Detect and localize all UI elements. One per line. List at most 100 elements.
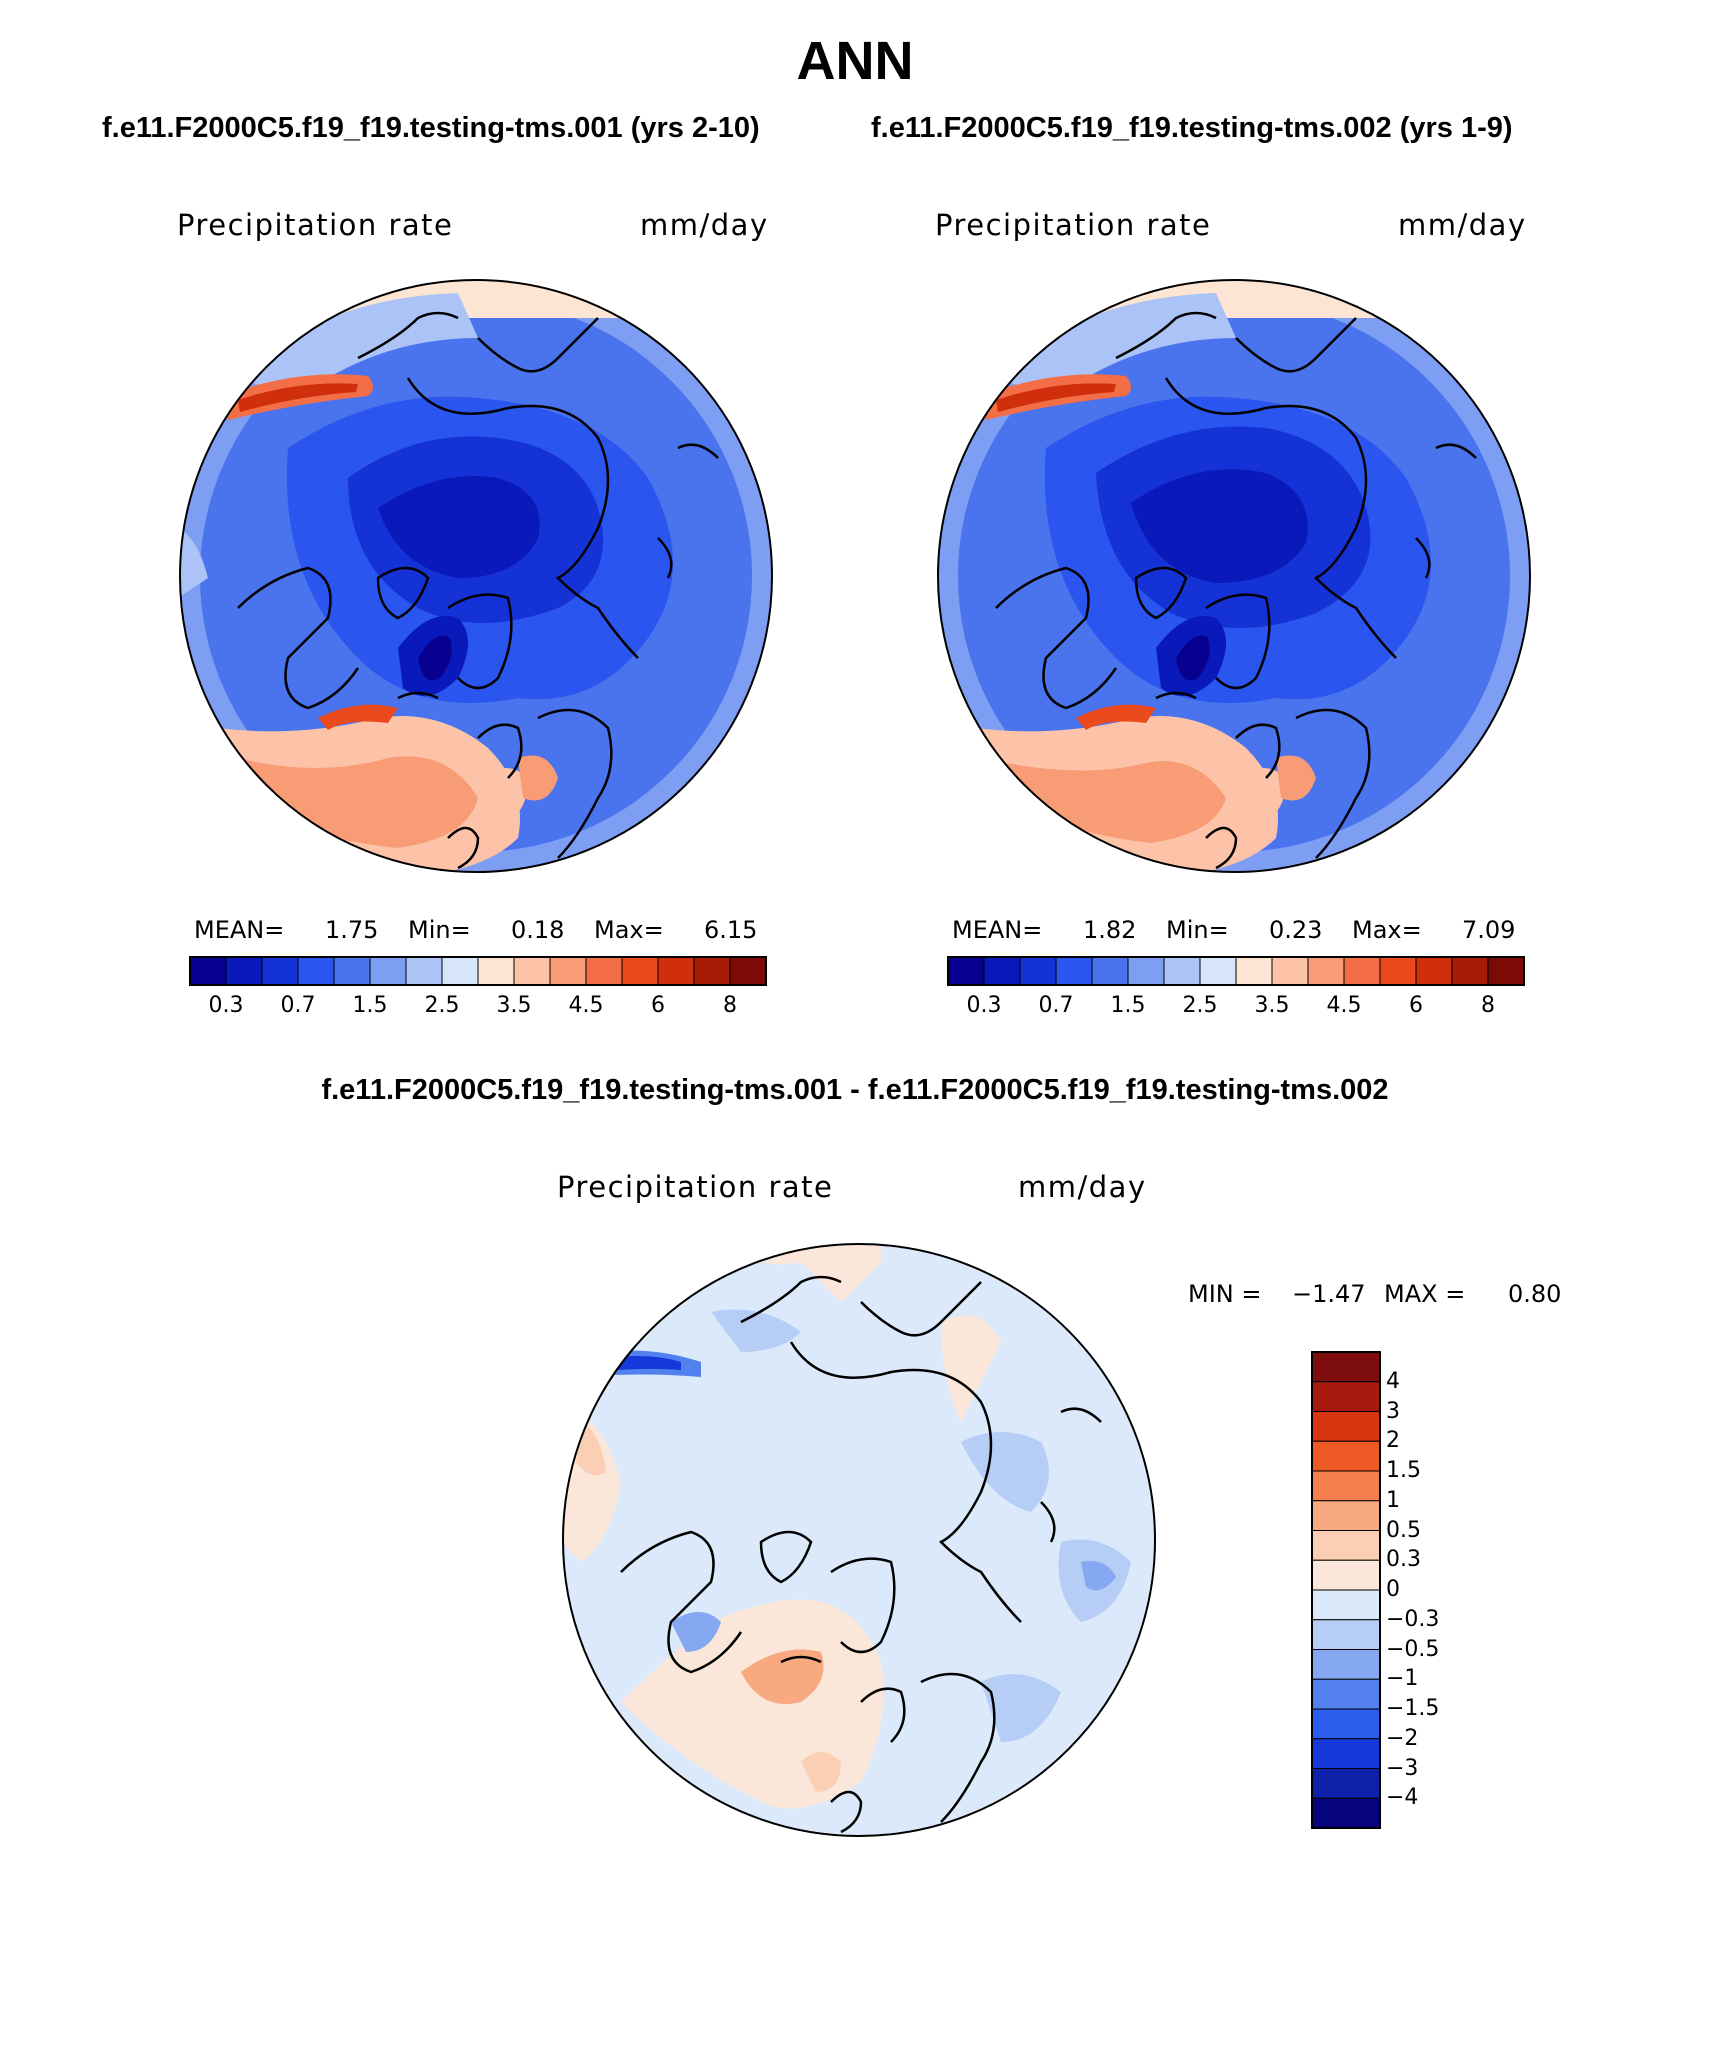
diff-min-label: MIN =	[1188, 1280, 1262, 1308]
colorbar-swatch	[1311, 1678, 1381, 1710]
colorbar-swatch	[1235, 956, 1273, 986]
colorbar-swatch	[1311, 1768, 1381, 1799]
colorbar-tick-label: 1.5	[1110, 993, 1146, 1018]
colorbar-tick-label: 6	[651, 993, 665, 1018]
panel2-min-label: Min=	[1166, 916, 1229, 944]
colorbar-swatch	[369, 956, 407, 986]
case2-title: f.e11.F2000C5.f19_f19.testing-tms.002 (y…	[871, 112, 1513, 144]
colorbar-swatch	[189, 956, 227, 986]
diff-units: mm/day	[1018, 1170, 1147, 1204]
diff-title: f.e11.F2000C5.f19_f19.testing-tms.001 - …	[321, 1074, 1389, 1106]
panel2-polar-map	[937, 279, 1531, 873]
colorbar-swatch	[1311, 1411, 1381, 1442]
panel1-colorbar	[189, 956, 767, 986]
diff-colorbar	[1311, 1351, 1381, 1829]
colorbar-tick-label: −0.3	[1386, 1606, 1440, 1632]
colorbar-tick-label: 0.3	[1386, 1547, 1421, 1573]
colorbar-swatch	[1487, 956, 1525, 986]
colorbar-swatch	[621, 956, 659, 986]
colorbar-tick-label: −1.5	[1386, 1696, 1440, 1721]
colorbar-swatch	[477, 956, 515, 986]
colorbar-tick-label: 0.7	[280, 993, 316, 1018]
colorbar-tick-label: 0	[1386, 1577, 1400, 1602]
colorbar-swatch	[1019, 956, 1057, 986]
colorbar-swatch	[1311, 1738, 1381, 1769]
panel1-units: mm/day	[640, 208, 769, 242]
colorbar-swatch	[1271, 956, 1309, 986]
colorbar-swatch	[225, 956, 263, 986]
panel2-max-value: 7.09	[1462, 916, 1516, 944]
colorbar-tick-label: 4.5	[1326, 993, 1362, 1018]
diff-polar-map	[562, 1243, 1156, 1837]
colorbar-swatch	[1451, 956, 1489, 986]
colorbar-tick-label: −4	[1386, 1785, 1419, 1811]
panel2-max-label: Max=	[1352, 916, 1422, 944]
colorbar-tick-label: 4	[1386, 1368, 1400, 1394]
panel2-mean-value: 1.82	[1083, 916, 1137, 944]
diff-max-label: MAX =	[1384, 1280, 1466, 1308]
colorbar-outline	[947, 956, 1525, 986]
colorbar-swatch	[333, 956, 371, 986]
colorbar-swatch	[1307, 956, 1345, 986]
case1-title: f.e11.F2000C5.f19_f19.testing-tms.001 (y…	[102, 112, 760, 144]
colorbar-swatch	[1311, 1500, 1381, 1531]
colorbar-swatch	[1127, 956, 1165, 986]
colorbar-outline	[1311, 1351, 1381, 1829]
colorbar-swatch	[549, 956, 587, 986]
diff-max-value: 0.80	[1508, 1280, 1562, 1308]
colorbar-tick-label: 3.5	[1254, 993, 1290, 1018]
colorbar-swatch	[513, 956, 551, 986]
colorbar-tick-label: 1.5	[1386, 1458, 1421, 1483]
colorbar-tick-label: −0.5	[1386, 1636, 1440, 1662]
colorbar-tick-label: −2	[1386, 1725, 1419, 1751]
colorbar-swatch	[405, 956, 443, 986]
colorbar-tick-label: 0.5	[1386, 1517, 1421, 1543]
colorbar-tick-label: 1	[1386, 1487, 1400, 1513]
colorbar-swatch	[1311, 1530, 1381, 1561]
colorbar-tick-label: −3	[1386, 1755, 1419, 1781]
panel2-mean-label: MEAN=	[952, 916, 1043, 944]
colorbar-swatch	[1311, 1649, 1381, 1680]
colorbar-tick-label: 0.3	[966, 993, 1002, 1018]
page-title: ANN	[796, 31, 914, 91]
colorbar-outline	[189, 956, 767, 986]
colorbar-swatch	[441, 956, 479, 986]
panel1-min-label: Min=	[408, 916, 471, 944]
colorbar-swatch	[1311, 1470, 1381, 1502]
colorbar-tick-label: 2.5	[1182, 993, 1218, 1018]
colorbar-tick-label: 6	[1409, 993, 1423, 1018]
panel2-units: mm/day	[1398, 208, 1527, 242]
colorbar-swatch	[297, 956, 335, 986]
colorbar-swatch	[1199, 956, 1237, 986]
colorbar-swatch	[1311, 1351, 1381, 1383]
colorbar-swatch	[729, 956, 767, 986]
colorbar-swatch	[1311, 1381, 1381, 1412]
panel2-colorbar	[947, 956, 1525, 986]
colorbar-swatch	[1379, 956, 1417, 986]
colorbar-swatch	[1415, 956, 1453, 986]
colorbar-swatch	[1343, 956, 1381, 986]
colorbar-swatch	[983, 956, 1021, 986]
panel1-max-label: Max=	[594, 916, 664, 944]
panel1-max-value: 6.15	[704, 916, 758, 944]
panel1-min-value: 0.18	[511, 916, 565, 944]
colorbar-tick-label: 8	[723, 993, 737, 1018]
colorbar-swatch	[1311, 1440, 1381, 1472]
colorbar-tick-label: −1	[1386, 1666, 1419, 1692]
diff-min-value: −1.47	[1292, 1280, 1366, 1308]
colorbar-tick-label: 3.5	[496, 993, 532, 1018]
colorbar-swatch	[1163, 956, 1201, 986]
colorbar-tick-label: 2	[1386, 1428, 1400, 1454]
colorbar-swatch	[657, 956, 695, 986]
panel1-mean-value: 1.75	[325, 916, 379, 944]
colorbar-tick-label: 0.7	[1038, 993, 1074, 1018]
colorbar-swatch	[1311, 1708, 1381, 1740]
colorbar-tick-label: 1.5	[352, 993, 388, 1018]
colorbar-tick-label: 3	[1386, 1398, 1400, 1424]
diff-variable: Precipitation rate	[557, 1170, 834, 1204]
panel1-mean-label: MEAN=	[194, 916, 285, 944]
panel1-polar-map	[179, 279, 773, 873]
colorbar-tick-label: 4.5	[568, 993, 604, 1018]
colorbar-swatch	[1091, 956, 1129, 986]
colorbar-swatch	[947, 956, 985, 986]
